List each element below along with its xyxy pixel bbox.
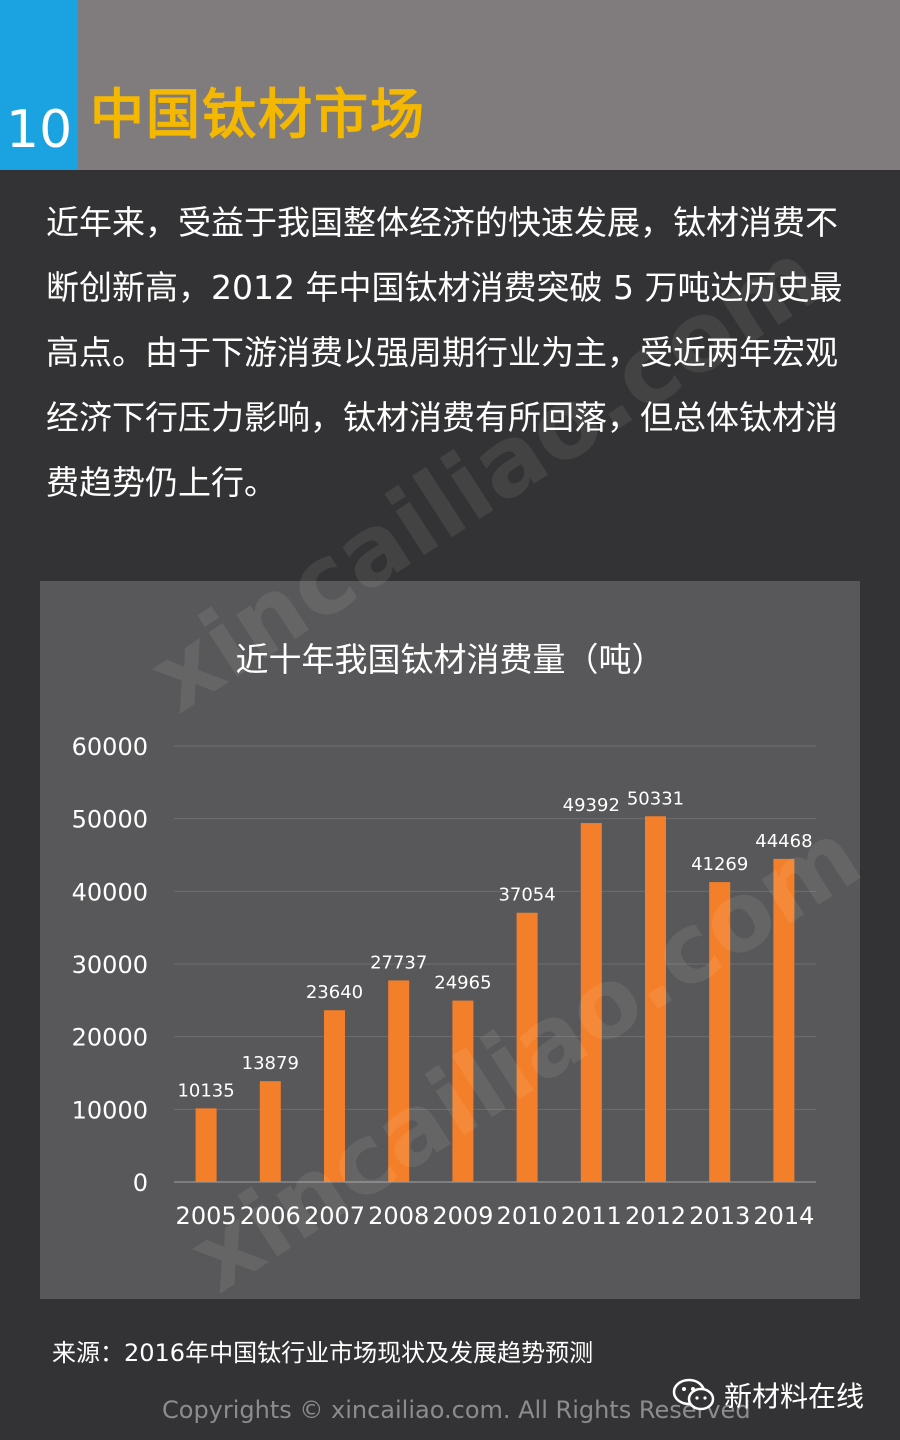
- bar: [709, 882, 731, 1182]
- wechat-icon: [672, 1378, 715, 1411]
- y-tick-label: 50000: [72, 806, 148, 834]
- page-title: 中国钛材市场: [90, 83, 426, 146]
- bar: [516, 912, 538, 1182]
- data-label: 10135: [177, 1080, 234, 1101]
- section-number: 10: [6, 100, 73, 160]
- bar: [645, 816, 666, 1182]
- x-tick-label: 2007: [304, 1202, 365, 1230]
- data-label: 13879: [242, 1053, 299, 1074]
- bar: [580, 823, 602, 1182]
- y-tick-label: 20000: [72, 1024, 148, 1052]
- data-label: 27737: [370, 952, 427, 973]
- y-tick-label: 0: [133, 1169, 148, 1197]
- chart-title: 近十年我国钛材消费量（吨）: [235, 640, 665, 679]
- x-tick-label: 2005: [176, 1202, 237, 1230]
- bar: [324, 1010, 345, 1182]
- y-tick-label: 30000: [72, 951, 148, 979]
- data-label: 50331: [627, 788, 684, 809]
- y-tick-label: 10000: [72, 1096, 148, 1124]
- x-tick-label: 2014: [753, 1202, 814, 1230]
- x-tick-label: 2010: [497, 1202, 558, 1230]
- bar: [259, 1081, 281, 1182]
- bar: [388, 980, 410, 1182]
- y-tick-label: 60000: [72, 733, 148, 761]
- data-label: 44468: [755, 831, 812, 852]
- bar-chart: 0 10000 20000 30000 40000 50000 60000 10135 2005…: [72, 733, 816, 1230]
- bar: [452, 1000, 474, 1182]
- data-label: 23640: [306, 982, 363, 1003]
- bar: [195, 1108, 217, 1182]
- x-tick-label: 2008: [368, 1202, 429, 1230]
- brand-badge: 新材料在线: [672, 1375, 864, 1415]
- x-tick-label: 2011: [561, 1202, 622, 1230]
- data-label: 24965: [434, 973, 491, 994]
- source-note: 来源：2016年中国钛行业市场现状及发展趋势预测: [52, 1339, 594, 1367]
- x-tick-label: 2009: [432, 1202, 493, 1230]
- header-bar: 10 中国钛材市场: [0, 0, 900, 170]
- data-label: 41269: [691, 854, 748, 875]
- bar: [773, 858, 795, 1182]
- x-tick-label: 2012: [625, 1202, 686, 1230]
- data-label: 49392: [563, 795, 620, 816]
- x-tick-label: 2013: [689, 1202, 750, 1230]
- y-tick-label: 40000: [72, 878, 148, 906]
- data-label: 37054: [498, 885, 555, 906]
- copyright-text: Copyrights © xincailiao.com. All Rights …: [162, 1396, 751, 1424]
- brand-label: 新材料在线: [724, 1380, 865, 1413]
- section-number-badge: 10: [0, 0, 78, 170]
- x-tick-label: 2006: [240, 1202, 301, 1230]
- intro-paragraph: 近年来，受益于我国整体经济的快速发展，钛材消费不断创新高，2012 年中国钛材消…: [46, 203, 843, 502]
